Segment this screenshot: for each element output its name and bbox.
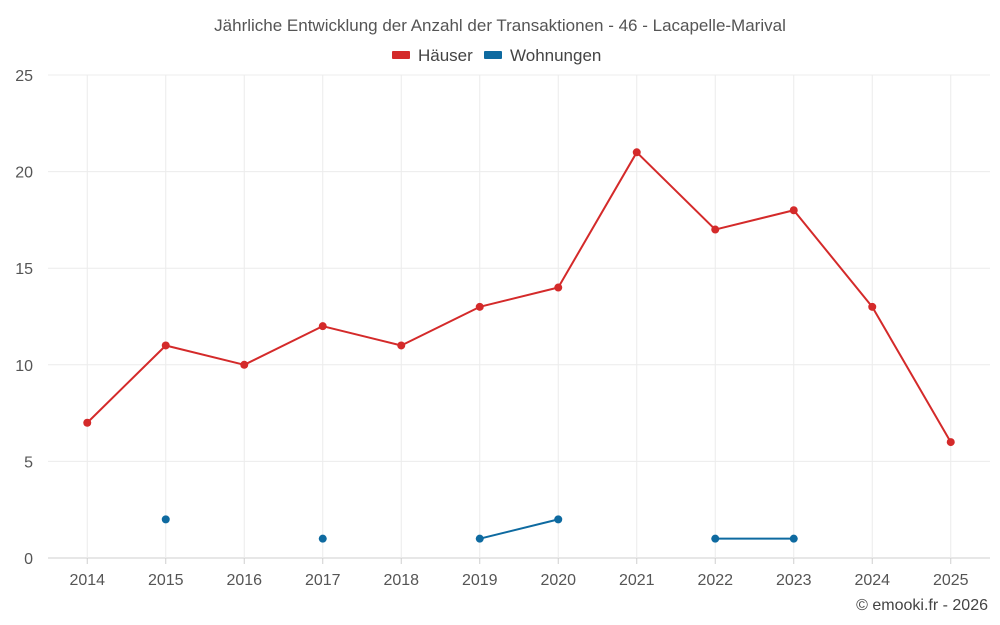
data-point[interactable] [475,302,484,311]
data-point[interactable] [711,534,720,543]
x-tick-label: 2022 [697,572,733,589]
legend-swatch-wohnungen [484,51,502,59]
data-point[interactable] [789,206,798,215]
y-tick-label: 10 [15,358,33,375]
x-tick-label: 2021 [619,572,655,589]
series-layer [83,148,955,543]
data-point[interactable] [475,534,484,543]
grid-lines [48,74,990,564]
x-tick-label: 2017 [305,572,341,589]
legend-item-haeuser[interactable]: Häuser [392,46,473,65]
data-point[interactable] [554,515,563,524]
data-point[interactable] [632,148,641,157]
x-tick-label: 2025 [933,572,969,589]
series-0 [83,148,955,447]
series-line [479,518,559,540]
data-point[interactable] [240,360,249,369]
data-point[interactable] [789,534,798,543]
y-axis-ticks: 0 5 10 15 20 25 [15,68,33,568]
series-1 [161,515,798,543]
credit-text: © emooki.fr - 2026 [856,597,988,614]
y-tick-label: 0 [24,551,33,568]
data-point[interactable] [397,341,406,350]
series-line [86,151,952,443]
data-point[interactable] [161,341,170,350]
legend: Häuser Wohnungen [392,46,601,65]
x-tick-label: 2016 [226,572,262,589]
x-tick-label: 2023 [776,572,812,589]
data-point[interactable] [554,283,563,292]
legend-label-wohnungen: Wohnungen [510,46,601,65]
data-point[interactable] [711,225,720,234]
chart-title: Jährliche Entwicklung der Anzahl der Tra… [214,16,786,35]
y-tick-label: 15 [15,261,33,278]
data-point[interactable] [318,322,327,331]
data-point[interactable] [318,534,327,543]
data-point[interactable] [946,438,955,447]
y-tick-label: 25 [15,68,33,85]
x-tick-label: 2019 [462,572,498,589]
x-tick-label: 2015 [148,572,184,589]
legend-swatch-haeuser [392,51,410,59]
data-point[interactable] [83,418,92,427]
x-tick-label: 2014 [69,572,105,589]
x-tick-label: 2020 [540,572,576,589]
legend-item-wohnungen[interactable]: Wohnungen [484,46,601,65]
y-tick-label: 20 [15,165,33,182]
data-point[interactable] [161,515,170,524]
x-tick-label: 2018 [383,572,419,589]
x-axis-ticks: 2014 2015 2016 2017 2018 2019 2020 2021 2022 2023… [69,572,968,589]
y-tick-label: 5 [24,454,33,471]
x-tick-label: 2024 [854,572,890,589]
data-point[interactable] [868,302,877,311]
legend-label-haeuser: Häuser [418,46,473,65]
